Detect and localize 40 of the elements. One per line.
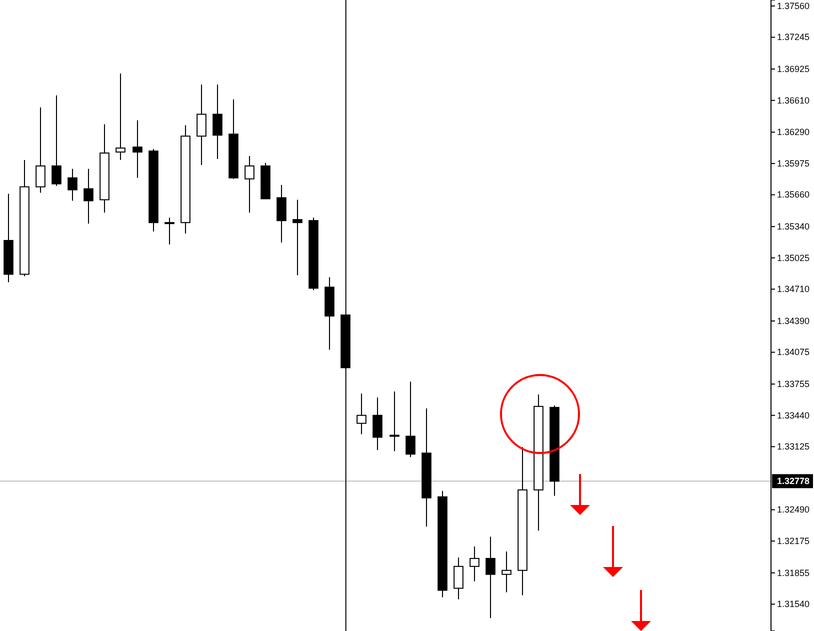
candlestick: [116, 73, 126, 160]
y-tick-label: 1.34390: [777, 316, 810, 326]
y-tick-label: 1.36925: [777, 64, 810, 74]
y-tick-label: 1.34710: [777, 284, 810, 294]
candlestick: [454, 556, 464, 600]
y-tick-label: 1.35340: [777, 221, 810, 232]
y-tick-label: 1.33755: [777, 378, 810, 389]
candlestick: [406, 381, 416, 458]
candlestick: [390, 391, 400, 452]
candlestick: [486, 536, 496, 619]
candlestick: [52, 94, 62, 186]
candlestick: [68, 168, 78, 202]
y-tick-label: 1.36290: [777, 127, 810, 138]
y-tick-label: 1.35660: [777, 190, 810, 200]
candlestick: [502, 551, 512, 593]
candlestick: [164, 217, 174, 245]
candlestick: [84, 168, 94, 224]
y-tick-label: 1.36610: [777, 95, 810, 106]
candlestick: [244, 156, 254, 214]
y-tick-label: 1.33440: [777, 410, 810, 420]
candlestick: [276, 184, 286, 243]
y-tick-label: 1.35025: [777, 252, 810, 263]
y-tick-label: 1.31540: [777, 599, 810, 610]
y-tick-label: 1.33125: [777, 442, 810, 452]
y-tick-label: 1.34075: [777, 347, 810, 358]
ref-line-label: 1.32778: [777, 476, 810, 486]
candlestick: [356, 393, 366, 435]
candlestick: [132, 120, 142, 178]
candlestick: [212, 84, 222, 160]
y-tick-label: 1.32175: [777, 536, 810, 546]
candlestick: [470, 546, 480, 582]
y-tick-label: 1.35975: [777, 158, 810, 168]
y-tick-label: 1.32490: [777, 504, 810, 515]
y-tick-label: 1.37560: [777, 0, 810, 11]
y-tick-label: 1.31855: [777, 568, 810, 578]
candlestick: [196, 84, 206, 166]
candlestick: [372, 396, 382, 451]
y-tick-label: 1.37245: [777, 32, 810, 42]
candlestick: [292, 199, 302, 276]
candlestick: [36, 106, 46, 194]
